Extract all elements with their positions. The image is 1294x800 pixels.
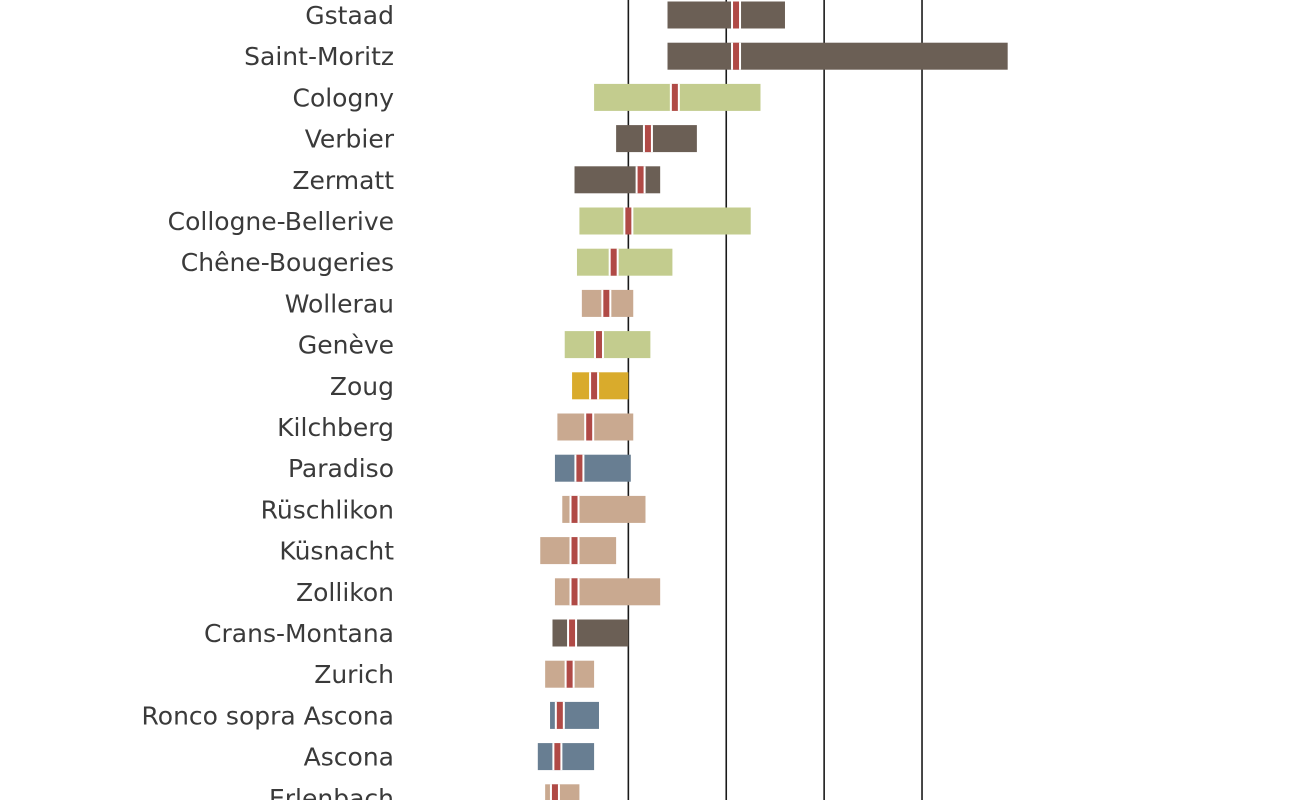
median-marker-16: [569, 619, 576, 647]
median-marker-20: [551, 784, 558, 800]
median-marker-3: [671, 83, 678, 111]
median-marker-17: [566, 660, 573, 688]
median-marker-19: [554, 743, 561, 771]
category-label-9: Genève: [298, 331, 394, 360]
category-label-13: Rüschlikon: [261, 495, 394, 524]
category-label-5: Zermatt: [292, 166, 394, 195]
category-label-7: Chêne-Bougeries: [181, 248, 394, 277]
category-label-11: Kilchberg: [277, 413, 394, 442]
median-marker-11: [586, 413, 593, 441]
category-label-20: Erlenbach: [269, 784, 394, 800]
median-marker-5: [637, 166, 644, 194]
median-marker-14: [571, 537, 578, 565]
category-label-3: Cologny: [292, 83, 394, 112]
range-bar-5: [574, 166, 661, 194]
category-label-8: Wollerau: [285, 289, 394, 318]
median-marker-10: [591, 372, 598, 400]
median-marker-13: [571, 495, 578, 523]
median-marker-2: [733, 42, 740, 70]
median-marker-12: [576, 454, 583, 482]
median-marker-9: [595, 331, 602, 359]
category-label-14: Küsnacht: [279, 537, 394, 566]
median-marker-18: [556, 701, 563, 729]
category-label-15: Zollikon: [296, 578, 394, 607]
median-marker-8: [603, 289, 610, 317]
range-bar-9: [564, 331, 651, 359]
gridlines: [627, 0, 923, 800]
median-marker-15: [571, 578, 578, 606]
range-bar-1: [667, 1, 785, 29]
range-bar-10: [572, 372, 629, 400]
category-label-12: Paradiso: [288, 454, 394, 483]
range-bar-12: [554, 454, 631, 482]
range-bar-2: [667, 42, 1008, 70]
category-label-2: Saint-Moritz: [244, 42, 394, 71]
range-bar-11: [557, 413, 634, 441]
category-labels: Gstaad Saint-Moritz Cologny Verbier Zermatt C…: [142, 1, 395, 800]
category-label-6: Collogne-Bellerive: [168, 207, 394, 236]
range-bar-16: [552, 619, 629, 647]
category-label-18: Ronco sopra Ascona: [142, 701, 394, 730]
category-label-17: Zurich: [314, 660, 394, 689]
category-label-4: Verbier: [305, 125, 395, 154]
range-bar-6: [579, 207, 751, 235]
range-bar-4: [616, 125, 697, 153]
range-bar-7: [576, 248, 673, 276]
category-label-1: Gstaad: [305, 1, 394, 30]
range-bar-19: [537, 743, 595, 771]
category-label-16: Crans-Montana: [204, 619, 394, 648]
median-marker-4: [644, 125, 651, 153]
median-marker-7: [610, 248, 617, 276]
category-label-10: Zoug: [330, 372, 394, 401]
category-label-19: Ascona: [304, 743, 394, 772]
bars: [537, 1, 1008, 800]
median-marker-1: [733, 1, 740, 29]
median-marker-6: [625, 207, 632, 235]
